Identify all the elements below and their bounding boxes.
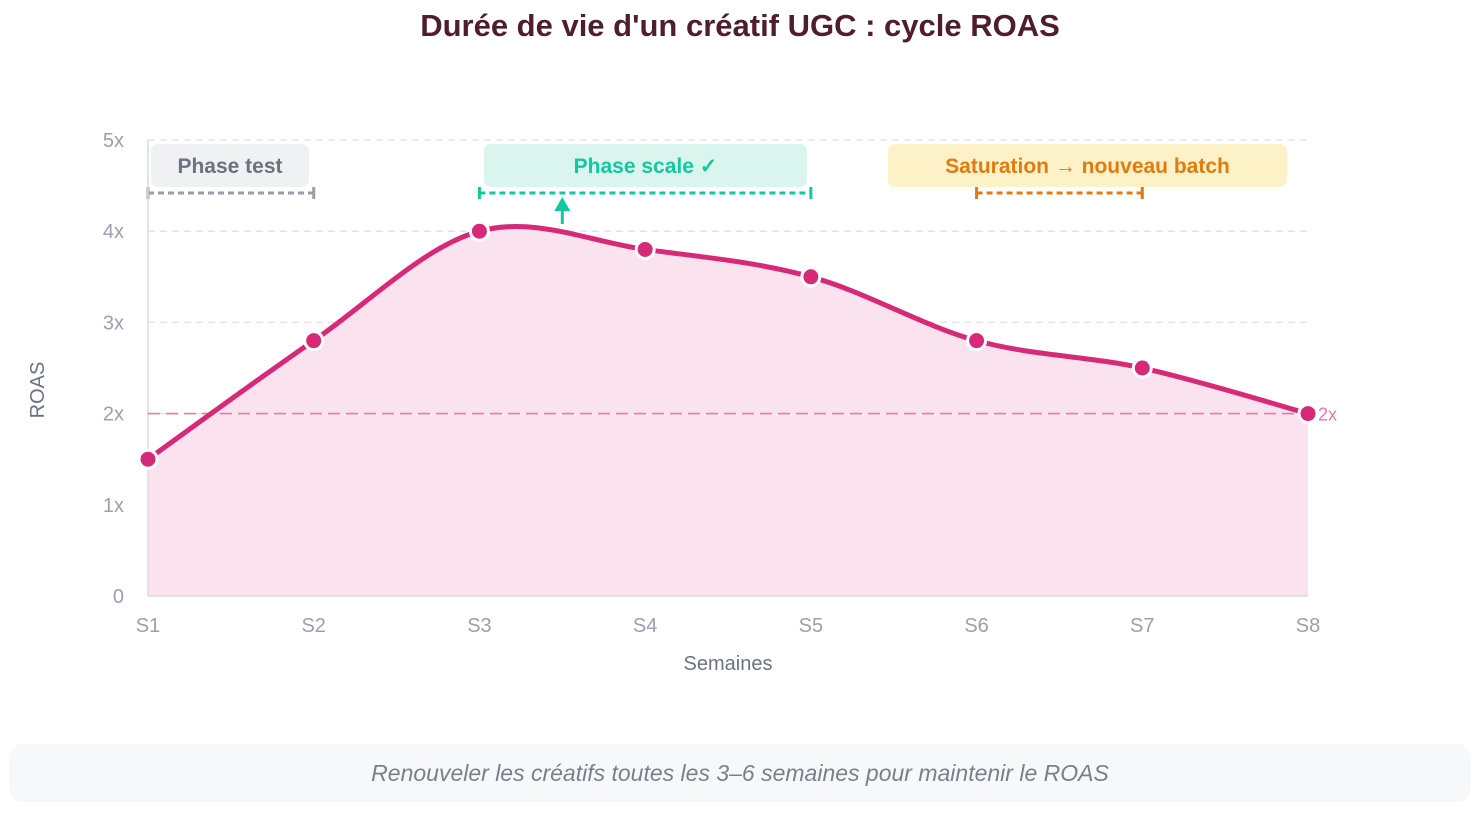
- area-layer: [148, 226, 1308, 596]
- phase-label-box: [484, 144, 807, 187]
- data-point: [1131, 357, 1153, 379]
- y-tick-label: 0: [113, 586, 124, 608]
- x-tick-label: S8: [1296, 615, 1320, 637]
- x-tick-label: S5: [799, 615, 823, 637]
- data-point: [468, 220, 490, 242]
- label-layer: Semaines ROAS 0 1x 2x 3x 4x 5x S1 S2 S3 S4 S5 S6 S7 S…: [27, 130, 1320, 675]
- axis-layer: [147, 140, 1308, 597]
- phase-layer: Phase test Phase scale ✓ Saturation → nouv…: [146, 144, 1287, 224]
- y-tick-label: 1x: [103, 495, 124, 517]
- phase-label: Phase test: [177, 155, 282, 178]
- x-tick-label: S1: [136, 615, 160, 637]
- x-tick-label: S6: [964, 615, 988, 637]
- data-point: [137, 448, 159, 470]
- footer-note-text: Renouveler les créatifs toutes les 3–6 s…: [371, 759, 1109, 786]
- phase-label: Saturation → nouveau batch: [945, 155, 1230, 178]
- data-point: [634, 238, 656, 260]
- data-point: [800, 266, 822, 288]
- footer-note: Renouveler les créatifs toutes les 3–6 s…: [9, 744, 1471, 802]
- x-axis-title: Semaines: [684, 653, 773, 675]
- x-tick-label: S3: [467, 615, 491, 637]
- y-tick-label: 3x: [103, 312, 124, 334]
- roas-chart: Phase test Phase scale ✓ Saturation → nouv…: [27, 130, 1337, 675]
- reference-line-label: 2x: [1318, 405, 1337, 425]
- data-point: [966, 330, 988, 352]
- data-point: [1297, 403, 1319, 425]
- chart-title: Durée de vie d'un créatif UGC : cycle RO…: [420, 8, 1060, 43]
- phase-label: Phase scale ✓: [574, 155, 718, 178]
- x-tick-label: S7: [1130, 615, 1154, 637]
- y-tick-label: 4x: [103, 221, 124, 243]
- x-tick-label: S4: [633, 615, 657, 637]
- y-tick-label: 2x: [103, 404, 124, 426]
- arrow-up-icon-head: [554, 197, 571, 211]
- x-tick-label: S2: [301, 615, 325, 637]
- data-point: [303, 330, 325, 352]
- roas-line: [145, 223, 1311, 462]
- phase-label-box: [888, 144, 1287, 187]
- y-axis-title: ROAS: [27, 362, 49, 419]
- line-layer: [145, 223, 1311, 462]
- reference-layer: 2x: [148, 405, 1337, 425]
- roas-area: [148, 226, 1308, 596]
- phase-label-box: [151, 144, 309, 187]
- y-tick-label: 5x: [103, 130, 124, 152]
- point-layer: [137, 220, 1319, 470]
